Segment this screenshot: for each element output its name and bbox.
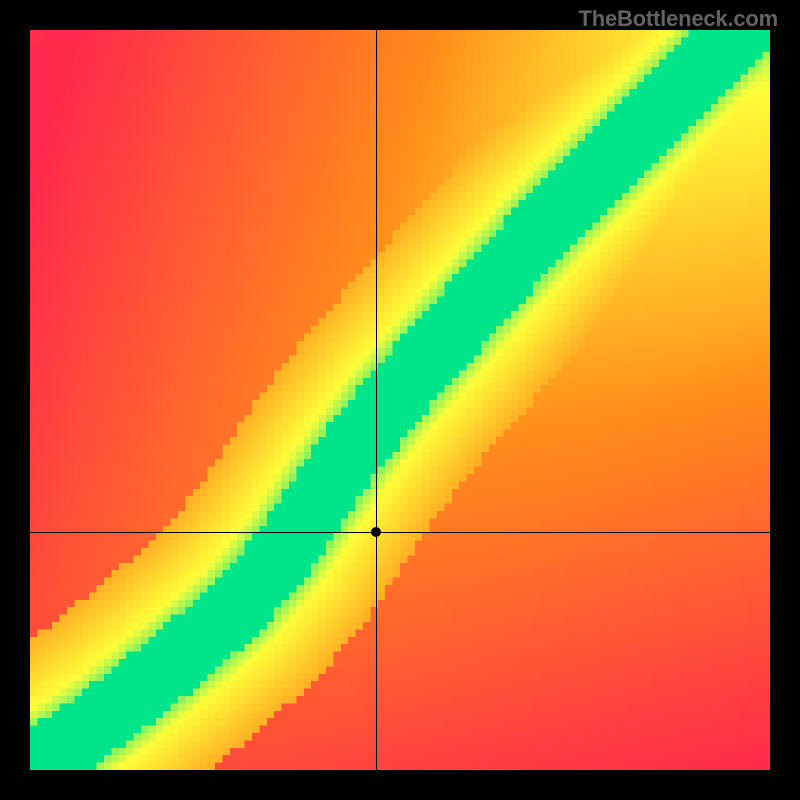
crosshair-horizontal (30, 532, 770, 533)
figure: TheBottleneck.com (0, 0, 800, 800)
bottleneck-heatmap (30, 30, 770, 770)
watermark-text: TheBottleneck.com (578, 6, 778, 32)
selection-marker (371, 527, 381, 537)
crosshair-vertical (376, 30, 377, 770)
